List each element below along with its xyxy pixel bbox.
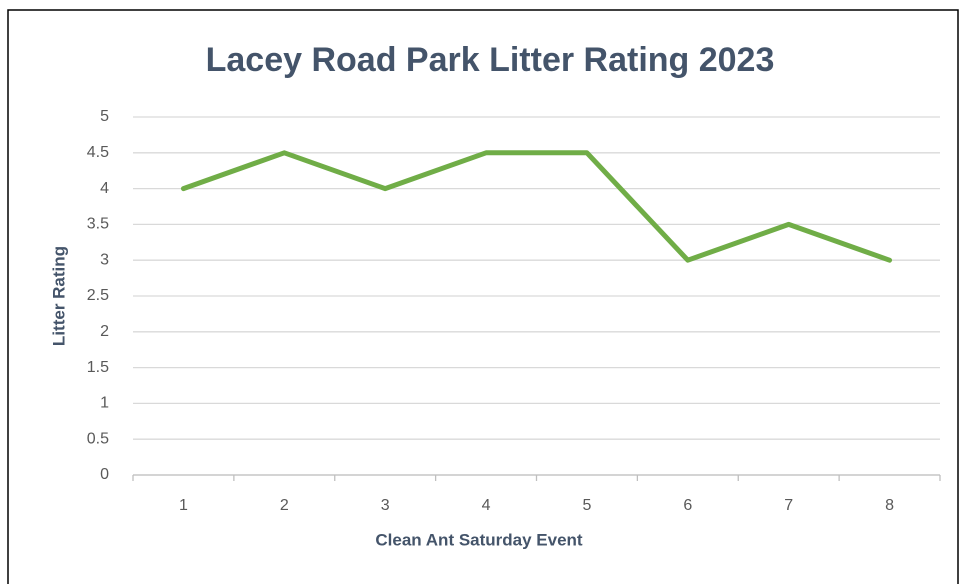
- y-tick-label: 1: [100, 395, 109, 412]
- y-tick-label: 2: [100, 323, 109, 340]
- x-tick-label: 7: [784, 497, 793, 514]
- x-tick-label: 3: [381, 497, 390, 514]
- x-tick-label: 4: [482, 497, 491, 514]
- y-tick-label: 4.5: [87, 144, 109, 161]
- chart-title: Lacey Road Park Litter Rating 2023: [206, 41, 775, 79]
- x-tick-label: 5: [582, 497, 591, 514]
- x-tick-label: 2: [280, 497, 289, 514]
- y-axis-label: Litter Rating: [49, 246, 68, 346]
- y-tick-label: 0: [100, 466, 109, 483]
- x-tick-label: 8: [885, 497, 894, 514]
- y-tick-label: 0.5: [87, 430, 109, 447]
- x-tick-label: 6: [683, 497, 692, 514]
- y-tick-label: 4: [100, 180, 109, 197]
- y-tick-label: 2.5: [87, 287, 109, 304]
- y-tick-label: 1.5: [87, 359, 109, 376]
- x-axis-label: Clean Ant Saturday Event: [375, 530, 583, 549]
- y-tick-label: 5: [100, 108, 109, 125]
- y-tick-label: 3: [100, 251, 109, 268]
- chart-frame: [7, 9, 959, 584]
- data-line: [180, 150, 893, 263]
- x-tick-label: 1: [179, 497, 188, 514]
- y-tick-label: 3.5: [87, 216, 109, 233]
